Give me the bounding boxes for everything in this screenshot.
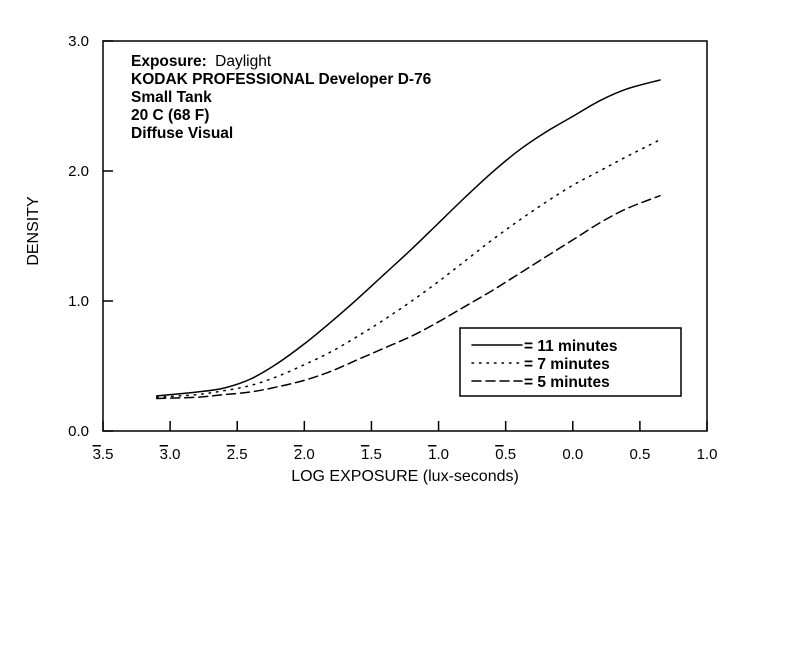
y-axis-title: DENSITY [25, 196, 42, 266]
legend-label: = 5 minutes [524, 374, 610, 391]
x-tick-label: 2.5 [227, 446, 248, 463]
x-tick-label: 1.0 [428, 446, 449, 463]
y-tick-label: 1.0 [68, 293, 89, 310]
legend-label: = 11 minutes [524, 338, 617, 355]
series-layer [155, 79, 661, 400]
legend-box [459, 327, 682, 397]
y-axis: 0.0 1.0 2.0 3.0 [68, 33, 113, 440]
series-line-dotted [155, 139, 661, 398]
y-tick-label: 3.0 [68, 33, 89, 50]
info-temperature: 20 C (68 F) [131, 107, 209, 124]
info-tank: Small Tank [131, 89, 212, 106]
info-exposure-label: Exposure: [131, 53, 207, 70]
info-exposure-line: Exposure: Daylight [131, 53, 272, 70]
legend-items: = 11 minutes= 7 minutes= 5 minutes [471, 338, 617, 391]
info-block: Exposure: Daylight KODAK PROFESSIONAL De… [131, 53, 432, 142]
info-exposure-value: Daylight [215, 53, 272, 70]
x-axis: 3.5 3.0 2.5 2.0 1.5 1.0 0.5 0.0 0.5 1.0 [93, 421, 718, 463]
x-tick-label: 3.5 [93, 446, 114, 463]
x-tick-label: 3.0 [160, 446, 181, 463]
legend-label: = 7 minutes [524, 356, 610, 373]
info-density-type: Diffuse Visual [131, 125, 233, 142]
x-tick-label: 0.5 [495, 446, 516, 463]
series-line-solid [155, 79, 661, 397]
y-tick-label: 2.0 [68, 163, 89, 180]
x-tick-label: 1.5 [361, 446, 382, 463]
series-line-dashed [155, 194, 661, 400]
plot-frame [102, 40, 708, 432]
x-tick-label: 2.0 [294, 446, 315, 463]
x-axis-title: LOG EXPOSURE (lux-seconds) [291, 468, 519, 485]
x-tick-label: 0.0 [562, 446, 583, 463]
y-tick-label: 0.0 [68, 423, 89, 440]
x-tick-label: 1.0 [697, 446, 718, 463]
x-tick-label: 0.5 [629, 446, 650, 463]
info-developer: KODAK PROFESSIONAL Developer D-76 [131, 71, 432, 88]
legend: = 11 minutes= 7 minutes= 5 minutes [459, 327, 682, 397]
